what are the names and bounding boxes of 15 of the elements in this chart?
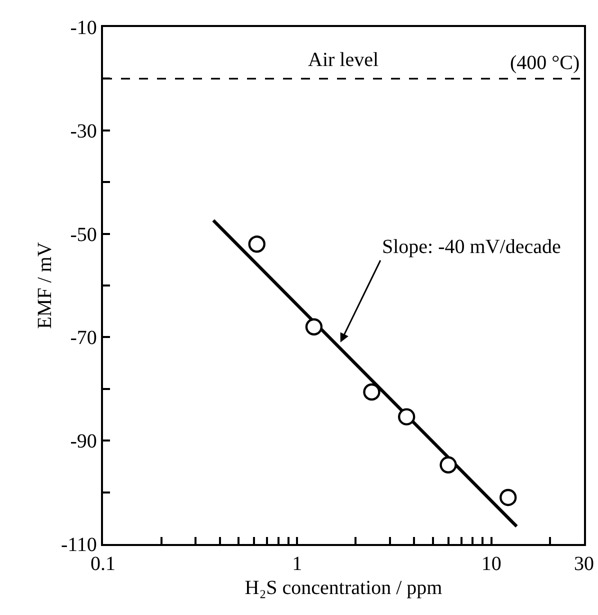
x-tick-label: 0.1 (90, 553, 116, 576)
x-tick-label: 30 (574, 553, 594, 576)
x-tick-label: 1 (292, 553, 302, 576)
y-tick-label: -70 (70, 327, 97, 350)
annotation: Slope: -40 mV/decade (382, 236, 561, 258)
y-tick-label: -90 (70, 430, 97, 453)
x-tick-label: 10 (481, 553, 502, 576)
x-axis-title: H₂S concentration / ppm (244, 577, 443, 600)
ref-line-label: Air level (308, 49, 379, 71)
y-tick-label: -10 (70, 17, 97, 39)
y-axis-title: EMF / mV (34, 242, 56, 329)
y-tick-label: -30 (70, 120, 97, 142)
annotation: (400 °C) (510, 52, 580, 74)
y-tick-label: -50 (70, 224, 97, 246)
y-tick-label: -110 (60, 534, 97, 556)
